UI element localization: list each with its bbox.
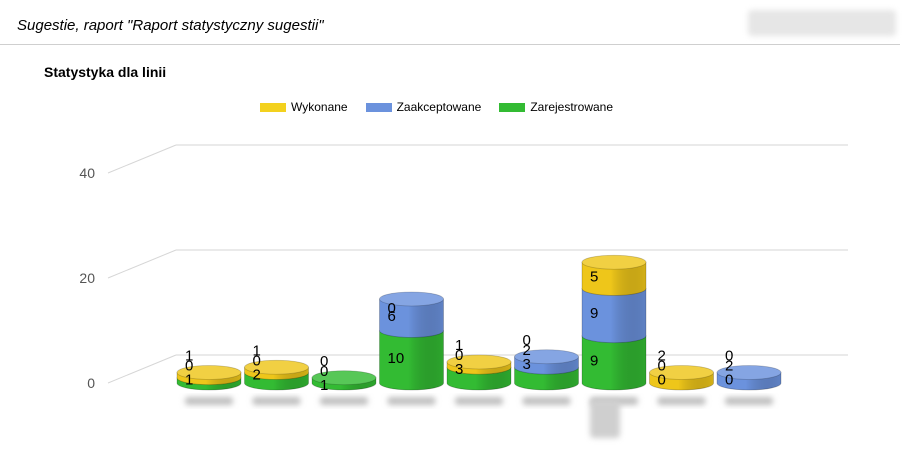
data-label: 0	[185, 358, 193, 375]
x-axis-labels-blurred	[185, 397, 773, 438]
bars-layer	[176, 254, 782, 391]
legend-item-zarejestrowane[interactable]: Zarejestrowane	[499, 100, 613, 114]
bar-cap	[379, 292, 444, 306]
user-info-blurred	[748, 10, 896, 36]
legend-label-zarejestrowane: Zarejestrowane	[530, 100, 614, 114]
data-label: 6	[388, 308, 396, 325]
legend-label-zaakceptowane: Zaakceptowane	[396, 100, 482, 114]
page-title: Sugestie, raport "Raport statystyczny su…	[17, 17, 324, 34]
bar-segment[interactable]	[581, 261, 647, 296]
y-tick-label: 40	[79, 165, 95, 181]
legend-swatch-wykonane	[260, 102, 286, 112]
x-tick-label-blurred	[725, 397, 773, 405]
data-label: 2	[658, 348, 666, 365]
data-label: 0	[455, 347, 463, 364]
data-label: 0	[253, 352, 261, 369]
y-tick-label: 0	[87, 375, 95, 391]
data-label: 0	[523, 332, 531, 349]
x-tick-label-blurred	[387, 397, 436, 405]
x-tick-label-blurred	[522, 397, 571, 405]
bar-cap	[312, 370, 376, 385]
bar-stack[interactable]	[649, 365, 714, 391]
legend-label-wykonane: Wykonane	[291, 100, 348, 114]
data-label: 1	[185, 372, 193, 389]
data-label: 0	[658, 372, 666, 389]
bar-stack[interactable]	[176, 365, 242, 391]
legend-swatch-zaakceptowane	[365, 102, 392, 112]
data-label: 0	[725, 372, 733, 389]
data-label: 2	[253, 366, 261, 383]
bar-cap	[244, 360, 309, 375]
bar-cap	[177, 365, 241, 380]
data-label: 2	[725, 358, 733, 375]
x-tick-label-blurred	[590, 400, 620, 438]
bar-cap	[514, 349, 579, 364]
chart-title: Statystyka dla linii	[44, 64, 167, 80]
gridline	[107, 249, 848, 279]
data-label: 9	[590, 352, 598, 369]
data-label: 0	[388, 300, 396, 317]
bar-stack[interactable]	[514, 349, 579, 391]
bar-segment[interactable]	[379, 298, 444, 338]
bar-stack[interactable]	[244, 359, 309, 391]
chart-legend: Wykonane Zaakceptowane Zarejestrowane	[260, 99, 631, 115]
legend-item-wykonane[interactable]: Wykonane	[260, 100, 348, 114]
data-label: 1	[320, 377, 328, 394]
data-label: 3	[523, 356, 531, 373]
legend-swatch-zarejestrowane	[499, 102, 526, 112]
bar-segment[interactable]	[581, 288, 647, 344]
data-label: 0	[725, 348, 733, 365]
gridline	[107, 144, 848, 174]
legend-item-zaakceptowane[interactable]: Zaakceptowane	[365, 100, 482, 114]
x-tick-label-blurred	[185, 397, 233, 405]
x-tick-label-blurred	[252, 397, 301, 405]
bar-stack[interactable]	[311, 370, 377, 391]
data-label: 1	[185, 348, 193, 365]
bar-cap	[447, 355, 511, 369]
bar-cap	[582, 255, 646, 270]
data-label: 10	[388, 350, 405, 367]
y-tick-label: 20	[79, 270, 95, 286]
gridline	[107, 354, 848, 384]
data-label: 0	[320, 353, 328, 370]
data-label: 1	[253, 342, 261, 359]
bar-cap	[649, 365, 714, 380]
x-tick-label-blurred	[320, 397, 368, 405]
bar-stack[interactable]	[716, 365, 782, 391]
bar-cap	[717, 365, 781, 380]
bar-stack[interactable]	[581, 254, 647, 391]
page-header: Sugestie, raport "Raport statystyczny su…	[0, 0, 900, 45]
data-label: 0	[320, 363, 328, 380]
data-label: 5	[590, 268, 598, 285]
data-label: 1	[455, 337, 463, 354]
data-label: 9	[590, 305, 598, 322]
bar-segment[interactable]	[581, 335, 647, 391]
x-tick-label-blurred	[657, 397, 706, 405]
bar-stack[interactable]	[446, 354, 512, 391]
data-label: 2	[523, 342, 531, 359]
data-label: 0	[658, 358, 666, 375]
data-label: 3	[455, 361, 463, 378]
bar-stack[interactable]	[379, 291, 444, 391]
bar-segment[interactable]	[379, 330, 444, 391]
x-tick-label-blurred	[455, 397, 503, 405]
